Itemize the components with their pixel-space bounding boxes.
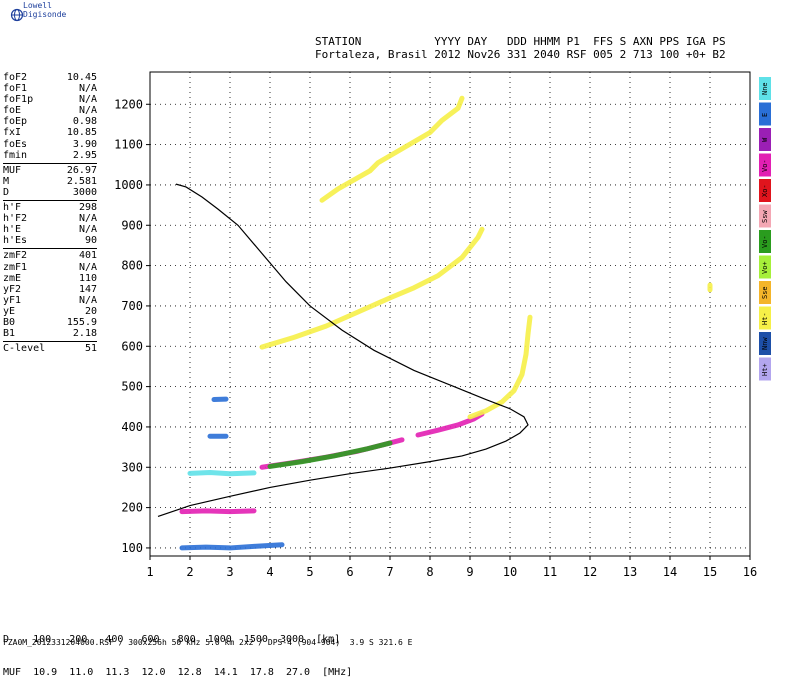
y-tick-label: 300 [121, 460, 143, 474]
y-tick-label: 500 [121, 380, 143, 394]
x-tick-label: 9 [466, 565, 473, 579]
legend-label: Nnw [759, 332, 771, 355]
legend-label: Vo+ [759, 256, 771, 279]
echo-trace [190, 473, 254, 474]
y-tick-label: 700 [121, 299, 143, 313]
legend-label: Xo- [759, 179, 771, 202]
echo-trace [470, 317, 530, 417]
muf-value-row: MUF 10.9 11.0 11.3 12.0 12.8 14.1 17.8 2… [3, 667, 352, 678]
muf-distance-table: D 100 200 400 600 800 1000 1500 3000 [km… [3, 612, 352, 689]
x-tick-label: 3 [226, 565, 233, 579]
legend-label: Ht- [759, 307, 771, 330]
x-tick-label: 4 [266, 565, 273, 579]
x-tick-label: 12 [583, 565, 597, 579]
x-tick-label: 13 [623, 565, 637, 579]
x-tick-label: 15 [703, 565, 717, 579]
x-tick-label: 11 [543, 565, 557, 579]
x-tick-label: 16 [743, 565, 757, 579]
legend-label: Nne [759, 77, 771, 100]
y-tick-label: 100 [121, 541, 143, 555]
x-tick-label: 5 [306, 565, 313, 579]
legend-label: Sse [759, 281, 771, 304]
legend-label: Vo- [759, 230, 771, 253]
legend-label: Ssw [759, 205, 771, 228]
y-tick-label: 600 [121, 339, 143, 353]
x-tick-label: 10 [503, 565, 517, 579]
x-tick-label: 6 [346, 565, 353, 579]
legend-label: Ht+ [759, 358, 771, 381]
y-tick-label: 1100 [114, 138, 143, 152]
y-tick-label: 800 [121, 259, 143, 273]
echo-trace [270, 443, 390, 466]
y-tick-label: 1000 [114, 178, 143, 192]
x-tick-label: 2 [186, 565, 193, 579]
echo-trace [182, 511, 254, 512]
x-tick-label: 7 [386, 565, 393, 579]
echo-trace [262, 229, 482, 347]
legend-label: W [759, 128, 771, 151]
x-tick-label: 14 [663, 565, 677, 579]
y-tick-label: 900 [121, 218, 143, 232]
x-tick-label: 1 [146, 565, 153, 579]
profile-curve [158, 184, 528, 516]
x-tick-label: 8 [426, 565, 433, 579]
y-tick-label: 200 [121, 501, 143, 515]
legend-label: E [759, 103, 771, 126]
legend-label: Vo- [759, 154, 771, 177]
file-info-footer: FZA0M_2012331204000.RSF / 300x256h 50 kH… [3, 638, 412, 647]
y-tick-label: 1200 [114, 97, 143, 111]
y-tick-label: 400 [121, 420, 143, 434]
echo-trace [182, 545, 282, 548]
